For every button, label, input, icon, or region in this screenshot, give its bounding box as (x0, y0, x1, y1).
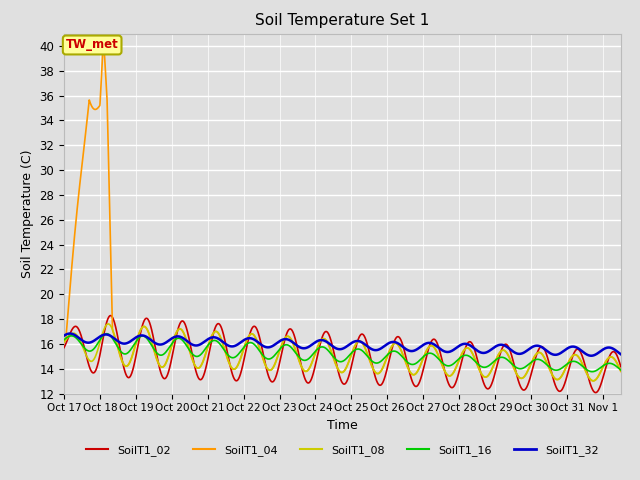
Legend: SoilT1_02, SoilT1_04, SoilT1_08, SoilT1_16, SoilT1_32: SoilT1_02, SoilT1_04, SoilT1_08, SoilT1_… (82, 440, 603, 460)
Y-axis label: Soil Temperature (C): Soil Temperature (C) (20, 149, 34, 278)
Text: TW_met: TW_met (66, 38, 118, 51)
X-axis label: Time: Time (327, 419, 358, 432)
Title: Soil Temperature Set 1: Soil Temperature Set 1 (255, 13, 429, 28)
